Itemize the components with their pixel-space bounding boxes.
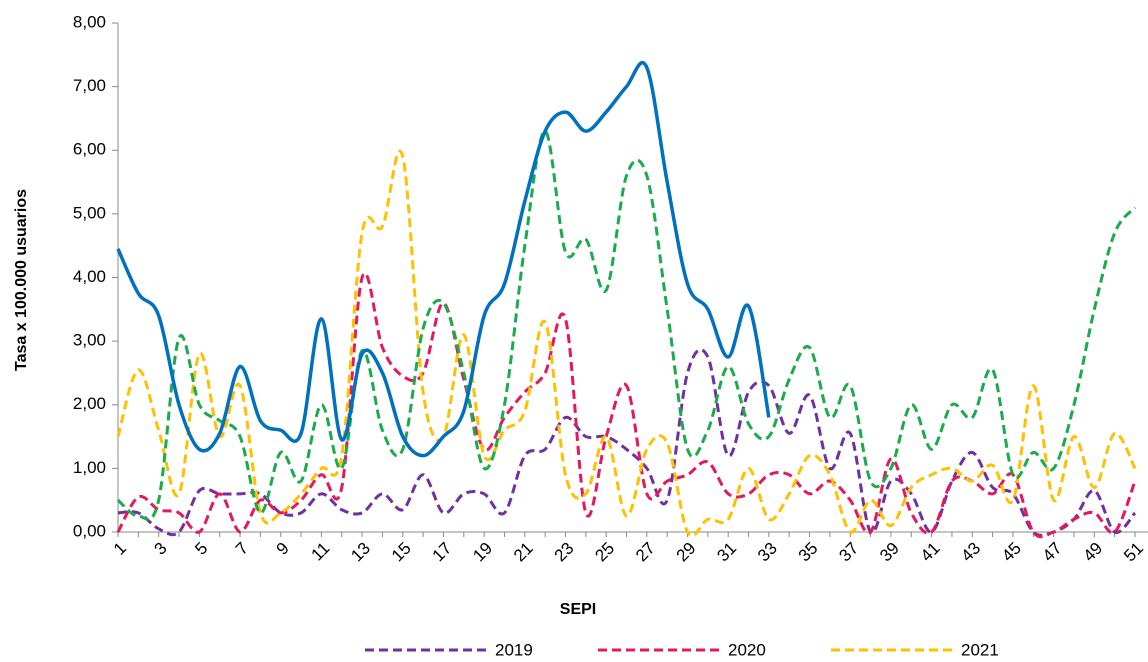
legend-label: 2021	[961, 640, 999, 659]
x-tick-label: 25	[591, 539, 618, 566]
x-tick-label: 31	[713, 539, 740, 566]
y-tick-label: 1,00	[73, 458, 106, 477]
y-axis-title: Tasa x 100.000 usuarios	[13, 189, 30, 371]
y-tick-label: 3,00	[73, 331, 106, 350]
x-tick-label: 37	[835, 539, 862, 566]
x-tick-label: 19	[469, 539, 496, 566]
x-tick-label: 35	[795, 539, 822, 566]
series-line	[116, 61, 771, 458]
series-line	[116, 149, 1137, 538]
y-tick-label: 4,00	[73, 267, 106, 286]
x-axis-title: SEPI	[560, 601, 596, 618]
x-tick-label: 27	[632, 539, 659, 566]
x-tick-label: 5	[191, 539, 211, 559]
x-tick-label: 1	[110, 539, 130, 559]
x-tick-label: 29	[673, 539, 700, 566]
x-tick-label: 47	[1039, 539, 1066, 566]
x-tick-label: 9	[273, 539, 293, 559]
series-line	[116, 129, 1137, 521]
x-tick-label: 49	[1080, 539, 1107, 566]
y-tick-label: 6,00	[73, 140, 106, 159]
x-tick-label: 21	[510, 539, 537, 566]
x-tick-label: 43	[957, 539, 984, 566]
legend-label: 2019	[495, 640, 533, 659]
y-tick-label: 7,00	[73, 76, 106, 95]
x-tick-label: 13	[347, 539, 374, 566]
x-tick-label: 23	[551, 539, 578, 566]
x-tick-label: 11	[307, 539, 333, 565]
legend-label: 2020	[728, 640, 766, 659]
x-tick-label: 33	[754, 539, 781, 566]
series-line	[116, 272, 1137, 539]
x-tick-label: 15	[388, 539, 415, 566]
y-tick-label: 8,00	[73, 12, 106, 31]
x-tick-label: 17	[429, 539, 456, 566]
y-tick-label: 0,00	[73, 521, 106, 540]
x-tick-label: 3	[151, 539, 171, 559]
x-tick-label: 7	[232, 539, 252, 559]
x-tick-label: 51	[1120, 539, 1147, 566]
series-line	[117, 348, 1137, 537]
y-tick-label: 5,00	[73, 203, 106, 222]
x-tick-label: 45	[998, 539, 1025, 566]
x-tick-label: 41	[917, 539, 944, 566]
y-tick-label: 2,00	[73, 394, 106, 413]
x-tick-label: 39	[876, 539, 903, 566]
